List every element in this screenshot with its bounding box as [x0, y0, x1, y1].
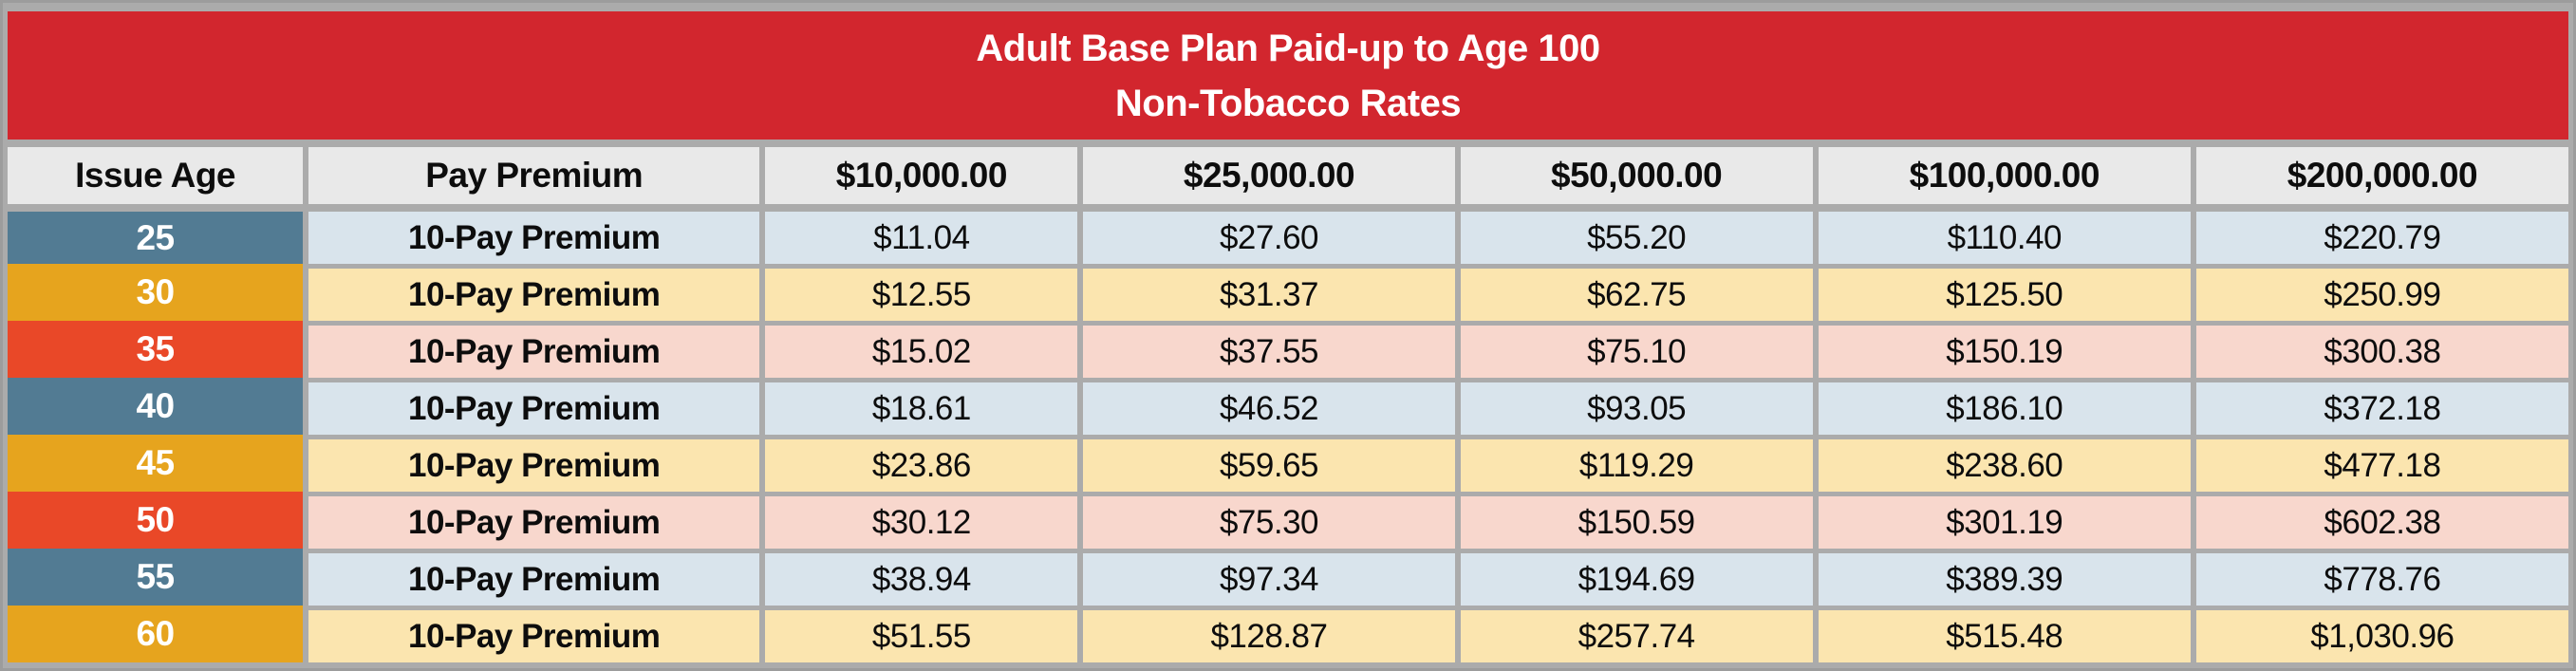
age-cell: 55	[8, 549, 304, 606]
rate-cell: $27.60	[1083, 212, 1455, 264]
rate-cell: $23.86	[765, 439, 1078, 492]
rate-cell: $37.55	[1083, 326, 1455, 378]
rate-cell: $250.99	[2195, 269, 2568, 321]
age-cell: 35	[8, 321, 304, 378]
rate-cell: $46.52	[1083, 382, 1455, 435]
rate-cell: $119.29	[1460, 439, 1813, 492]
table-title-line1: Adult Base Plan Paid-up to Age 100	[976, 27, 1600, 69]
rate-cell: $194.69	[1460, 553, 1813, 606]
column-header-100000: $100,000.00	[1818, 147, 2191, 204]
premium-type-cell: 10-Pay Premium	[308, 269, 760, 321]
age-cell: 25	[8, 212, 304, 264]
column-header-issue-age: Issue Age	[8, 147, 304, 204]
rate-cell: $93.05	[1460, 382, 1813, 435]
rate-cell: $125.50	[1818, 269, 2191, 321]
age-cell: 40	[8, 378, 304, 435]
rate-cell: $257.74	[1460, 610, 1813, 662]
rate-cell: $128.87	[1083, 610, 1455, 662]
premium-type-cell: 10-Pay Premium	[308, 326, 760, 378]
rate-cell: $372.18	[2195, 382, 2568, 435]
rate-cell: $150.59	[1460, 496, 1813, 549]
rate-cell: $110.40	[1818, 212, 2191, 264]
rate-cell: $75.30	[1083, 496, 1455, 549]
rate-cell: $51.55	[765, 610, 1078, 662]
rate-cell: $301.19	[1818, 496, 2191, 549]
age-cell: 30	[8, 264, 304, 321]
rate-cell: $55.20	[1460, 212, 1813, 264]
rate-cell: $602.38	[2195, 496, 2568, 549]
rate-cell: $150.19	[1818, 326, 2191, 378]
rate-cell: $186.10	[1818, 382, 2191, 435]
rate-cell: $300.38	[2195, 326, 2568, 378]
column-header-10000: $10,000.00	[765, 147, 1078, 204]
premium-type-cell: 10-Pay Premium	[308, 610, 760, 662]
rate-cell: $515.48	[1818, 610, 2191, 662]
table-title-line2: Non-Tobacco Rates	[1114, 82, 1462, 124]
premium-type-cell: 10-Pay Premium	[308, 496, 760, 549]
rate-cell: $220.79	[2195, 212, 2568, 264]
rate-cell: $97.34	[1083, 553, 1455, 606]
table-title-banner: Adult Base Plan Paid-up to Age 100 Non-T…	[8, 11, 2568, 140]
table-body: 25 10-Pay Premium $11.04 $27.60 $55.20 $110.4…	[8, 212, 2568, 662]
rate-cell: $12.55	[765, 269, 1078, 321]
rate-cell: $15.02	[765, 326, 1078, 378]
rate-cell: $59.65	[1083, 439, 1455, 492]
age-cell: 50	[8, 492, 304, 549]
rate-cell: $11.04	[765, 212, 1078, 264]
column-header-25000: $25,000.00	[1083, 147, 1455, 204]
age-cell: 45	[8, 435, 304, 492]
rate-cell: $778.76	[2195, 553, 2568, 606]
rate-cell: $389.39	[1818, 553, 2191, 606]
column-header-200000: $200,000.00	[2195, 147, 2568, 204]
rate-cell: $30.12	[765, 496, 1078, 549]
rate-cell: $38.94	[765, 553, 1078, 606]
rate-cell: $31.37	[1083, 269, 1455, 321]
rate-cell: $75.10	[1460, 326, 1813, 378]
column-header-pay-premium: Pay Premium	[308, 147, 760, 204]
column-header-50000: $50,000.00	[1460, 147, 1813, 204]
premium-type-cell: 10-Pay Premium	[308, 553, 760, 606]
rate-cell: $477.18	[2195, 439, 2568, 492]
rate-cell: $18.61	[765, 382, 1078, 435]
rate-cell: $1,030.96	[2195, 610, 2568, 662]
age-cell: 60	[8, 606, 304, 662]
rate-cell: $62.75	[1460, 269, 1813, 321]
premium-type-cell: 10-Pay Premium	[308, 382, 760, 435]
rate-cell: $238.60	[1818, 439, 2191, 492]
premium-type-cell: 10-Pay Premium	[308, 439, 760, 492]
premium-type-cell: 10-Pay Premium	[308, 212, 760, 264]
table-header-row: Issue Age Pay Premium $10,000.00 $25,000…	[8, 147, 2568, 204]
